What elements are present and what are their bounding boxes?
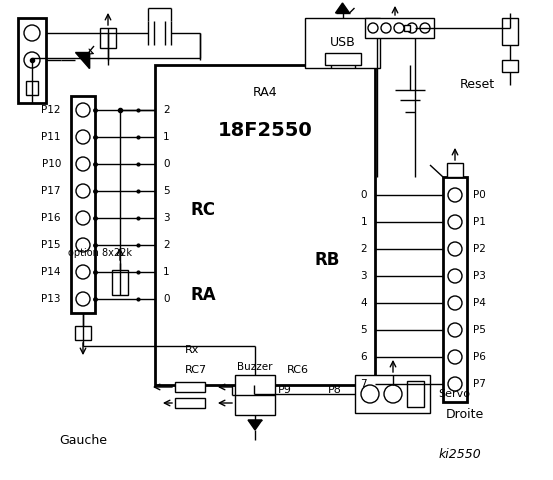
- Bar: [155, 65, 375, 385]
- Circle shape: [448, 350, 462, 364]
- Text: USB: USB: [330, 36, 356, 49]
- Circle shape: [394, 23, 404, 33]
- Text: option 8x22k: option 8x22k: [68, 248, 132, 258]
- Text: 0: 0: [163, 294, 170, 304]
- Polygon shape: [75, 52, 89, 68]
- Text: 1: 1: [163, 132, 170, 142]
- Text: P4: P4: [473, 298, 486, 308]
- Bar: [365, 18, 434, 38]
- Circle shape: [448, 377, 462, 391]
- Circle shape: [24, 25, 40, 41]
- Text: P14: P14: [41, 267, 61, 277]
- Circle shape: [384, 385, 402, 403]
- Text: Reset: Reset: [460, 79, 495, 92]
- Text: P9: P9: [278, 385, 292, 395]
- Bar: [355, 375, 430, 413]
- Circle shape: [448, 188, 462, 202]
- Circle shape: [361, 385, 379, 403]
- Circle shape: [368, 23, 378, 33]
- Circle shape: [448, 242, 462, 256]
- Bar: [75, 326, 91, 340]
- Bar: [175, 398, 205, 408]
- Text: 2: 2: [163, 105, 170, 115]
- Text: Buzzer: Buzzer: [237, 362, 273, 372]
- Text: P17: P17: [41, 186, 61, 196]
- Circle shape: [76, 265, 90, 279]
- Text: P6: P6: [473, 352, 486, 362]
- Text: RC: RC: [190, 201, 215, 219]
- Text: RB: RB: [315, 251, 340, 269]
- Text: Rx: Rx: [185, 345, 200, 355]
- Bar: [100, 28, 116, 48]
- Text: 1: 1: [361, 217, 367, 227]
- Circle shape: [24, 52, 40, 68]
- Circle shape: [420, 23, 430, 33]
- Text: 5: 5: [163, 186, 170, 196]
- Circle shape: [76, 211, 90, 225]
- Text: 4: 4: [361, 298, 367, 308]
- Circle shape: [76, 184, 90, 198]
- Bar: [112, 270, 128, 295]
- Bar: [18, 18, 46, 103]
- Text: P5: P5: [473, 325, 486, 335]
- Bar: [26, 81, 38, 95]
- Circle shape: [448, 296, 462, 310]
- Text: 7: 7: [361, 379, 367, 389]
- Circle shape: [76, 238, 90, 252]
- Bar: [447, 163, 463, 177]
- Text: P11: P11: [41, 132, 61, 142]
- Text: 0: 0: [163, 159, 170, 169]
- Circle shape: [407, 23, 417, 33]
- Text: RC7: RC7: [185, 365, 207, 375]
- Text: 2: 2: [163, 240, 170, 250]
- Text: RA: RA: [190, 286, 216, 304]
- Circle shape: [381, 23, 391, 33]
- Text: 6: 6: [361, 352, 367, 362]
- Circle shape: [448, 215, 462, 229]
- Text: P16: P16: [41, 213, 61, 223]
- Text: Gauche: Gauche: [59, 433, 107, 446]
- Circle shape: [76, 292, 90, 306]
- Text: P2: P2: [473, 244, 486, 254]
- Bar: [502, 18, 518, 45]
- Text: Droite: Droite: [446, 408, 484, 420]
- Circle shape: [448, 323, 462, 337]
- Circle shape: [76, 157, 90, 171]
- Text: ki2550: ki2550: [439, 448, 481, 461]
- Text: P3: P3: [473, 271, 486, 281]
- Bar: [407, 381, 424, 407]
- Bar: [443, 177, 467, 402]
- Text: P13: P13: [41, 294, 61, 304]
- Bar: [175, 382, 205, 392]
- Text: RC6: RC6: [287, 365, 309, 375]
- Text: Servo: Servo: [438, 389, 470, 399]
- Text: 0: 0: [361, 190, 367, 200]
- Polygon shape: [336, 3, 349, 13]
- Text: P15: P15: [41, 240, 61, 250]
- Circle shape: [448, 269, 462, 283]
- Bar: [235, 375, 275, 415]
- Bar: [325, 53, 361, 65]
- Text: P8: P8: [328, 385, 342, 395]
- Text: RA4: RA4: [253, 86, 277, 99]
- Text: P1: P1: [473, 217, 486, 227]
- Text: P0: P0: [473, 190, 486, 200]
- Text: P12: P12: [41, 105, 61, 115]
- Bar: [502, 60, 518, 72]
- Text: 3: 3: [361, 271, 367, 281]
- Text: 5: 5: [361, 325, 367, 335]
- Circle shape: [76, 130, 90, 144]
- Text: 18F2550: 18F2550: [218, 120, 312, 140]
- Text: 3: 3: [163, 213, 170, 223]
- Text: 1: 1: [163, 267, 170, 277]
- Text: 2: 2: [361, 244, 367, 254]
- Text: P7: P7: [473, 379, 486, 389]
- Text: P10: P10: [41, 159, 61, 169]
- Polygon shape: [248, 420, 262, 430]
- Bar: [71, 96, 95, 313]
- Circle shape: [76, 103, 90, 117]
- Bar: [305, 18, 380, 68]
